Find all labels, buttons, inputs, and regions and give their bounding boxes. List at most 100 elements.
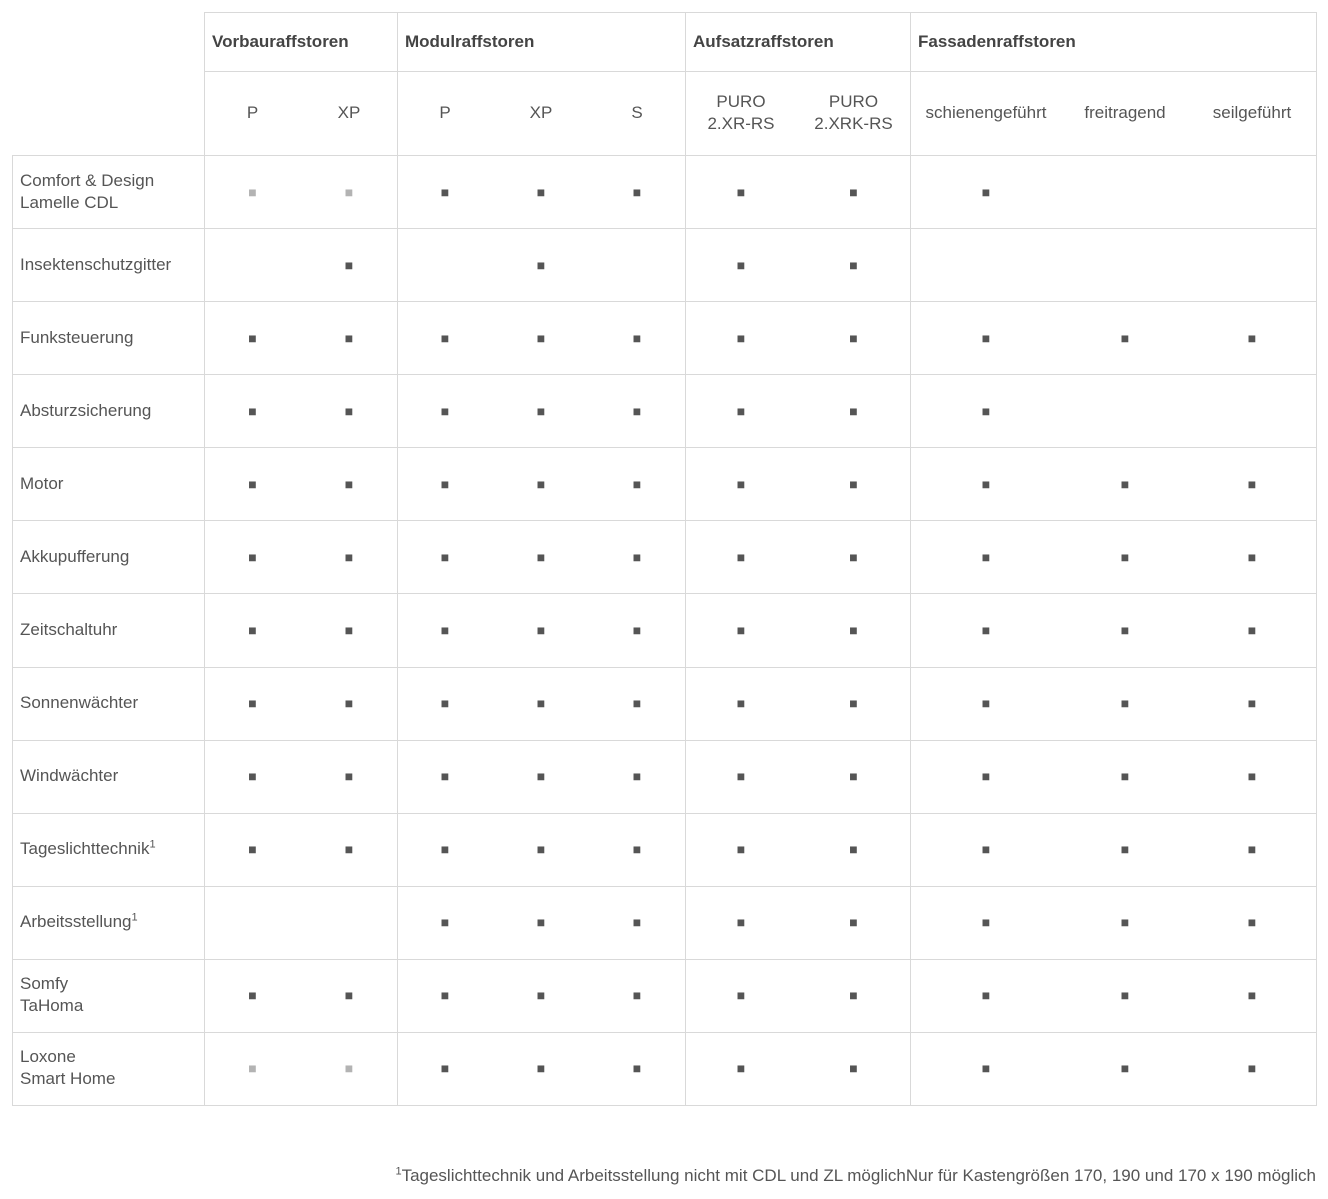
availability-mark: ■ bbox=[248, 621, 257, 638]
column-header: freitragend bbox=[1084, 103, 1166, 122]
availability-mark: ■ bbox=[1247, 475, 1257, 492]
availability-mark: ■ bbox=[1247, 841, 1257, 858]
row-label-text: Insektenschutzgitter bbox=[20, 254, 172, 274]
availability-mark: ■ bbox=[981, 695, 991, 712]
availability-mark: ■ bbox=[536, 768, 546, 785]
column-header: seilgeführt bbox=[1212, 103, 1292, 122]
row-label: Akkupufferung bbox=[20, 520, 200, 593]
availability-mark: ■ bbox=[1247, 329, 1257, 346]
row-label: Funksteuerung bbox=[20, 301, 200, 374]
availability-mark: ■ bbox=[536, 621, 546, 638]
availability-mark: ■ bbox=[1120, 621, 1130, 638]
availability-mark: ■ bbox=[1120, 548, 1130, 565]
row-label: Zeitschaltuhr bbox=[20, 593, 200, 666]
group-header: Fassadenraffstoren bbox=[918, 31, 1076, 51]
grid-line bbox=[204, 12, 205, 1106]
availability-mark: ■ bbox=[849, 768, 858, 785]
availability-mark: ■ bbox=[440, 621, 450, 638]
availability-mark: ■ bbox=[344, 768, 354, 785]
availability-mark: ■ bbox=[440, 914, 450, 931]
availability-mark: ■ bbox=[344, 987, 354, 1004]
row-label: Absturzsicherung bbox=[20, 374, 200, 447]
availability-mark: ■ bbox=[1120, 914, 1130, 931]
column-header: S bbox=[631, 103, 643, 122]
column-header: P bbox=[439, 103, 451, 122]
grid-line bbox=[12, 155, 13, 1106]
row-label-text: Zeitschaltuhr bbox=[20, 619, 118, 639]
availability-mark: ■ bbox=[736, 475, 746, 492]
availability-mark: ■ bbox=[440, 841, 450, 858]
column-header: schienengeführt bbox=[925, 103, 1047, 122]
availability-mark: ■ bbox=[248, 329, 257, 346]
row-label-text: Tageslichttechnik1 bbox=[20, 838, 156, 859]
row-label: Insektenschutzgitter bbox=[20, 228, 200, 301]
grid-line bbox=[12, 739, 1317, 741]
availability-mark: ■ bbox=[248, 841, 257, 858]
availability-mark: ■ bbox=[849, 987, 858, 1004]
availability-mark: ■ bbox=[981, 841, 991, 858]
grid-line bbox=[12, 228, 1317, 230]
row-label-text: Akkupufferung bbox=[20, 546, 130, 566]
availability-mark: ■ bbox=[1120, 768, 1130, 785]
availability-mark: ■ bbox=[632, 695, 642, 712]
availability-mark: ■ bbox=[849, 183, 858, 200]
availability-mark: ■ bbox=[849, 1060, 858, 1077]
group-header: Modulraffstoren bbox=[405, 31, 535, 51]
row-label-text: Motor bbox=[20, 473, 64, 493]
grid-line bbox=[12, 593, 1317, 595]
availability-mark: ■ bbox=[536, 548, 546, 565]
availability-mark: ■ bbox=[536, 329, 546, 346]
column-header: P bbox=[246, 103, 259, 122]
availability-mark: ■ bbox=[849, 329, 858, 346]
availability-mark: ■ bbox=[736, 914, 746, 931]
availability-mark: ■ bbox=[344, 621, 354, 638]
availability-mark: ■ bbox=[536, 256, 546, 273]
availability-mark: ■ bbox=[344, 329, 354, 346]
grid-line bbox=[12, 958, 1317, 960]
row-label: Loxone Smart Home bbox=[20, 1032, 200, 1105]
availability-mark: ■ bbox=[736, 621, 746, 638]
availability-mark: ■ bbox=[344, 548, 354, 565]
availability-mark: ■ bbox=[536, 1060, 546, 1077]
availability-mark: ■ bbox=[849, 621, 858, 638]
availability-mark: ■ bbox=[1120, 1060, 1130, 1077]
grid-line bbox=[12, 301, 1317, 303]
availability-mark: ■ bbox=[440, 768, 450, 785]
availability-mark: ■ bbox=[1247, 987, 1257, 1004]
availability-mark: ■ bbox=[344, 256, 354, 273]
row-label: Somfy TaHoma bbox=[20, 959, 200, 1032]
grid-line bbox=[1316, 12, 1317, 1106]
availability-mark: ■ bbox=[632, 475, 642, 492]
availability-mark: ■ bbox=[736, 1060, 746, 1077]
group-header: Vorbauraffstoren bbox=[212, 31, 349, 51]
availability-mark: ■ bbox=[632, 621, 642, 638]
availability-mark: ■ bbox=[981, 768, 991, 785]
availability-mark: ■ bbox=[344, 1060, 354, 1077]
availability-mark: ■ bbox=[248, 1060, 257, 1077]
availability-mark: ■ bbox=[981, 548, 991, 565]
footnote-text: Tageslichttechnik und Arbeitsstellung ni… bbox=[401, 1166, 1316, 1185]
row-label-text: Funksteuerung bbox=[20, 327, 134, 347]
availability-mark: ■ bbox=[536, 402, 546, 419]
availability-mark: ■ bbox=[1247, 695, 1257, 712]
availability-mark: ■ bbox=[248, 402, 257, 419]
availability-mark: ■ bbox=[849, 475, 858, 492]
column-header: PURO 2.XRK-RS bbox=[814, 92, 893, 133]
availability-mark: ■ bbox=[344, 183, 354, 200]
availability-mark: ■ bbox=[736, 183, 746, 200]
availability-mark: ■ bbox=[632, 1060, 642, 1077]
availability-mark: ■ bbox=[344, 841, 354, 858]
availability-mark: ■ bbox=[736, 256, 746, 273]
availability-mark: ■ bbox=[1247, 1060, 1257, 1077]
availability-mark: ■ bbox=[736, 768, 746, 785]
availability-mark: ■ bbox=[1120, 329, 1130, 346]
availability-mark: ■ bbox=[632, 768, 642, 785]
row-label-text: Windwächter bbox=[20, 766, 119, 786]
availability-mark: ■ bbox=[981, 621, 991, 638]
grid-line bbox=[12, 1031, 1317, 1033]
availability-mark: ■ bbox=[632, 841, 642, 858]
column-header: XP bbox=[337, 103, 361, 122]
availability-mark: ■ bbox=[248, 475, 257, 492]
grid-line bbox=[204, 12, 1317, 13]
availability-mark: ■ bbox=[849, 402, 858, 419]
